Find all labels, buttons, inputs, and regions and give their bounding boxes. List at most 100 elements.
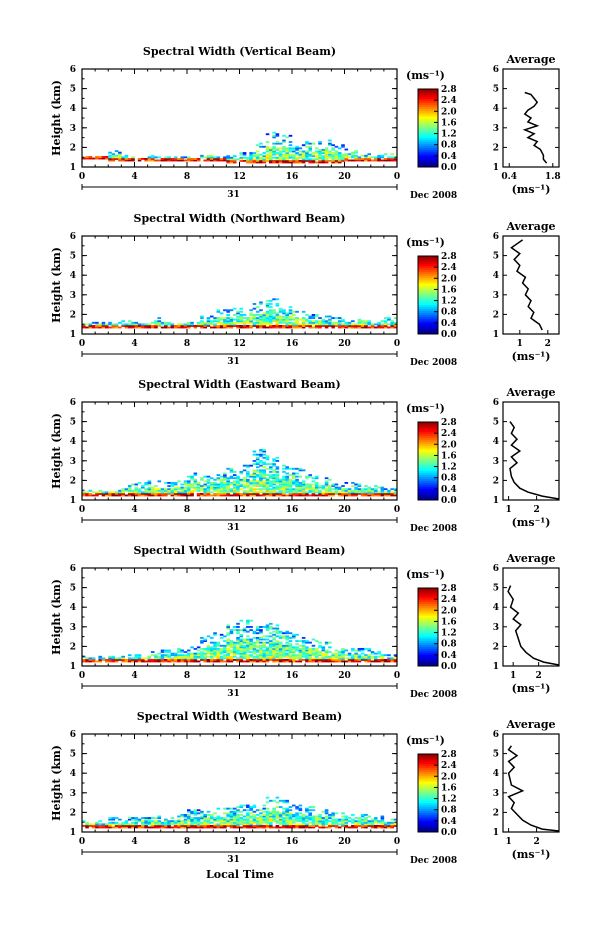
average-title: Average: [505, 53, 555, 66]
heatmap-cell: [308, 158, 312, 161]
heatmap-cell: [203, 483, 207, 486]
heatmap-cell: [147, 492, 152, 495]
heatmap-cell: [157, 317, 162, 320]
heatmap-cell: [295, 813, 299, 816]
heatmap-cell: [364, 655, 368, 658]
heatmap-cell: [272, 812, 276, 815]
heatmap-cell: [292, 159, 296, 162]
profile-x-tick-label: 2: [536, 671, 542, 681]
heatmap-cell: [341, 159, 345, 162]
heatmap-cell: [190, 818, 194, 821]
heatmap-cell: [154, 156, 158, 159]
heatmap-cell: [223, 317, 227, 320]
heatmap-cell: [265, 321, 270, 324]
heatmap-cell: [377, 154, 381, 157]
heatmap-cell: [328, 320, 332, 323]
heatmap-cell: [305, 477, 309, 480]
heatmap-cell: [278, 321, 283, 324]
heatmap-cell: [301, 494, 306, 497]
heatmap-cell: [203, 323, 207, 326]
heatmap-cell: [206, 481, 211, 484]
heatmap-cell: [124, 823, 129, 826]
heatmap-cell: [285, 483, 290, 486]
heatmap-cell: [223, 321, 227, 324]
heatmap-cell: [223, 818, 227, 821]
heatmap-cell: [265, 153, 270, 156]
heatmap-cell: [295, 478, 299, 481]
heatmap-cell: [213, 632, 217, 635]
heatmap-cell: [295, 654, 299, 657]
heatmap-cell: [259, 483, 263, 486]
heatmap-cell: [387, 657, 391, 660]
heatmap-cell: [288, 806, 293, 808]
heatmap-cell: [272, 477, 276, 480]
heatmap-cell: [364, 658, 368, 661]
heatmap-cell: [213, 494, 217, 497]
heatmap-cell: [288, 326, 293, 329]
heatmap-cell: [200, 492, 204, 495]
heatmap-cell: [282, 813, 286, 816]
heatmap-cell: [200, 640, 204, 642]
heatmap-cell: [183, 488, 188, 491]
heatmap-cell: [239, 804, 244, 807]
heatmap-cell: [347, 826, 352, 829]
heatmap-cell: [229, 323, 234, 326]
heatmap-cell: [351, 151, 355, 154]
heatmap-cell: [219, 644, 224, 647]
heatmap-cell: [278, 481, 283, 484]
colorbar-segment: [418, 310, 438, 313]
heatmap-cell: [259, 142, 263, 145]
heatmap-cell: [239, 156, 244, 159]
heatmap-cell: [301, 640, 306, 642]
y-tick-label: 3: [70, 457, 76, 467]
heatmap-cell: [311, 649, 316, 652]
heatmap-cell: [150, 826, 155, 829]
heatmap-cell: [239, 826, 244, 829]
heatmap-cell: [216, 818, 221, 821]
heatmap-cell: [173, 159, 178, 162]
heatmap-cell: [275, 492, 280, 495]
heatmap-cell: [269, 824, 273, 827]
heatmap-cell: [285, 485, 290, 487]
heatmap-cell: [341, 654, 345, 657]
heatmap-cell: [239, 485, 244, 487]
heatmap-cell: [387, 654, 391, 657]
heatmap-cell: [223, 651, 227, 653]
heatmap-cell: [249, 491, 253, 494]
heatmap-cell: [269, 823, 273, 826]
heatmap-cell: [170, 326, 175, 329]
panel-title: Spectral Width (Vertical Beam): [143, 45, 336, 58]
heatmap-cell: [209, 494, 214, 497]
heatmap-cell: [196, 483, 201, 486]
heatmap-cell: [229, 481, 234, 484]
heatmap-cell: [259, 324, 263, 327]
heatmap-cell: [154, 491, 158, 494]
heatmap-cell: [255, 456, 260, 459]
heatmap-cell: [393, 492, 398, 495]
heatmap-cell: [226, 494, 230, 497]
heatmap-cell: [377, 655, 381, 658]
heatmap-cell: [216, 309, 221, 312]
heatmap-cell: [272, 475, 276, 478]
heatmap-cell: [137, 323, 142, 326]
heatmap-cell: [272, 324, 276, 327]
heatmap-cell: [278, 147, 283, 150]
heatmap-cell: [242, 153, 247, 156]
heatmap-cell: [219, 317, 224, 320]
colorbar-tick-label: 2.8: [441, 252, 457, 262]
heatmap-cell: [269, 474, 273, 476]
heatmap-cell: [298, 817, 303, 819]
heatmap-cell: [341, 158, 345, 161]
y-tick-label: 4: [70, 603, 76, 613]
y-tick-label: 6: [70, 398, 76, 408]
heatmap-cell: [127, 818, 132, 821]
x-tick-label: 12: [233, 505, 246, 515]
colorbar-segment: [418, 94, 438, 98]
heatmap-cell: [265, 315, 270, 318]
heatmap-cell: [242, 824, 247, 827]
heatmap-cell: [364, 488, 368, 491]
heatmap-cell: [206, 660, 211, 663]
heatmap-cell: [232, 323, 237, 326]
heatmap-cell: [374, 820, 378, 823]
heatmap-cell: [200, 315, 204, 318]
